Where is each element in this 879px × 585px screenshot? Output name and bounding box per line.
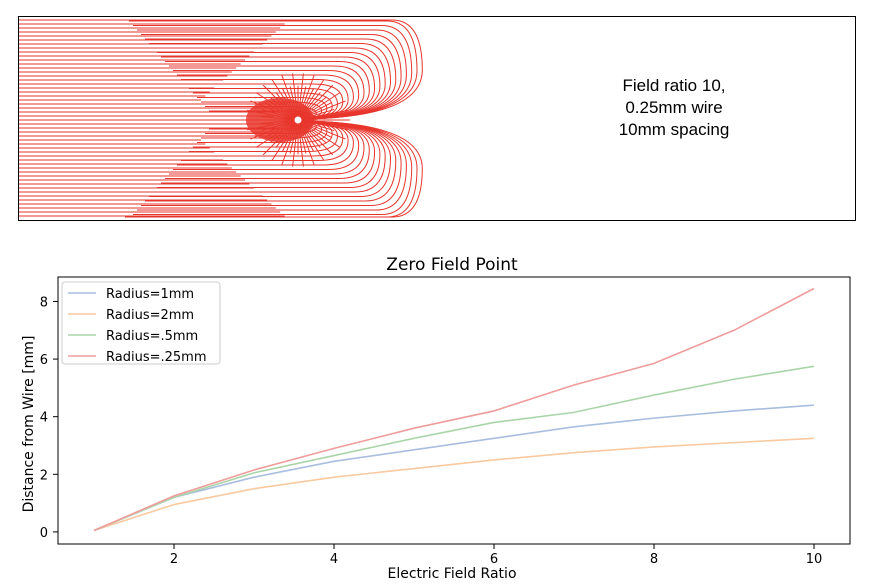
- annotation-line-1: Field ratio 10,: [622, 76, 726, 95]
- field-annotation: Field ratio 10, 0.25mm wire 10mm spacing: [579, 75, 769, 141]
- legend: Radius=1mm Radius=2mm Radius=.5mm Radius=.2…: [61, 281, 221, 365]
- y-tick-label: 4: [40, 411, 48, 426]
- series-line-4: [93, 287, 815, 532]
- series-line-1: [93, 404, 815, 532]
- wire-marker: [294, 116, 302, 124]
- annotation-line-2: 0.25mm wire: [625, 98, 723, 117]
- series-line-3: [93, 365, 815, 532]
- legend-label: Radius=.5mm: [106, 329, 198, 344]
- plot-frame: [57, 276, 851, 545]
- field-line-plot: [19, 19, 423, 218]
- legend-label: Radius=.25mm: [106, 350, 206, 365]
- x-axis-title: Electric Field Ratio: [387, 566, 516, 582]
- series-line-2: [93, 437, 815, 532]
- y-tick-label: 8: [40, 295, 48, 310]
- zero-field-chart: Zero Field Point 2 4 6 8 10 0 2 4 6 8 Electric F…: [21, 255, 851, 582]
- legend-label: Radius=2mm: [106, 308, 194, 323]
- chart-title: Zero Field Point: [386, 255, 518, 275]
- x-tick-label: 8: [650, 552, 658, 567]
- legend-label: Radius=1mm: [106, 287, 194, 302]
- x-tick-label: 4: [330, 552, 338, 567]
- field-loop: [125, 120, 423, 218]
- field-line-panel: Field ratio 10, 0.25mm wire 10mm spacing: [18, 16, 856, 221]
- x-tick-label: 2: [170, 552, 178, 567]
- field-lines: [19, 19, 423, 218]
- x-tick-label: 6: [490, 552, 498, 567]
- y-tick-label: 2: [40, 468, 48, 483]
- y-tick-label: 0: [40, 526, 48, 541]
- y-tick-label: 6: [40, 353, 48, 368]
- legend-box: [61, 281, 221, 365]
- field-loop: [125, 19, 423, 120]
- x-tick-label: 10: [806, 552, 823, 567]
- annotation-line-3: 10mm spacing: [618, 120, 730, 139]
- field-core: [246, 98, 314, 142]
- y-axis-title: Distance from Wire [mm]: [21, 336, 37, 513]
